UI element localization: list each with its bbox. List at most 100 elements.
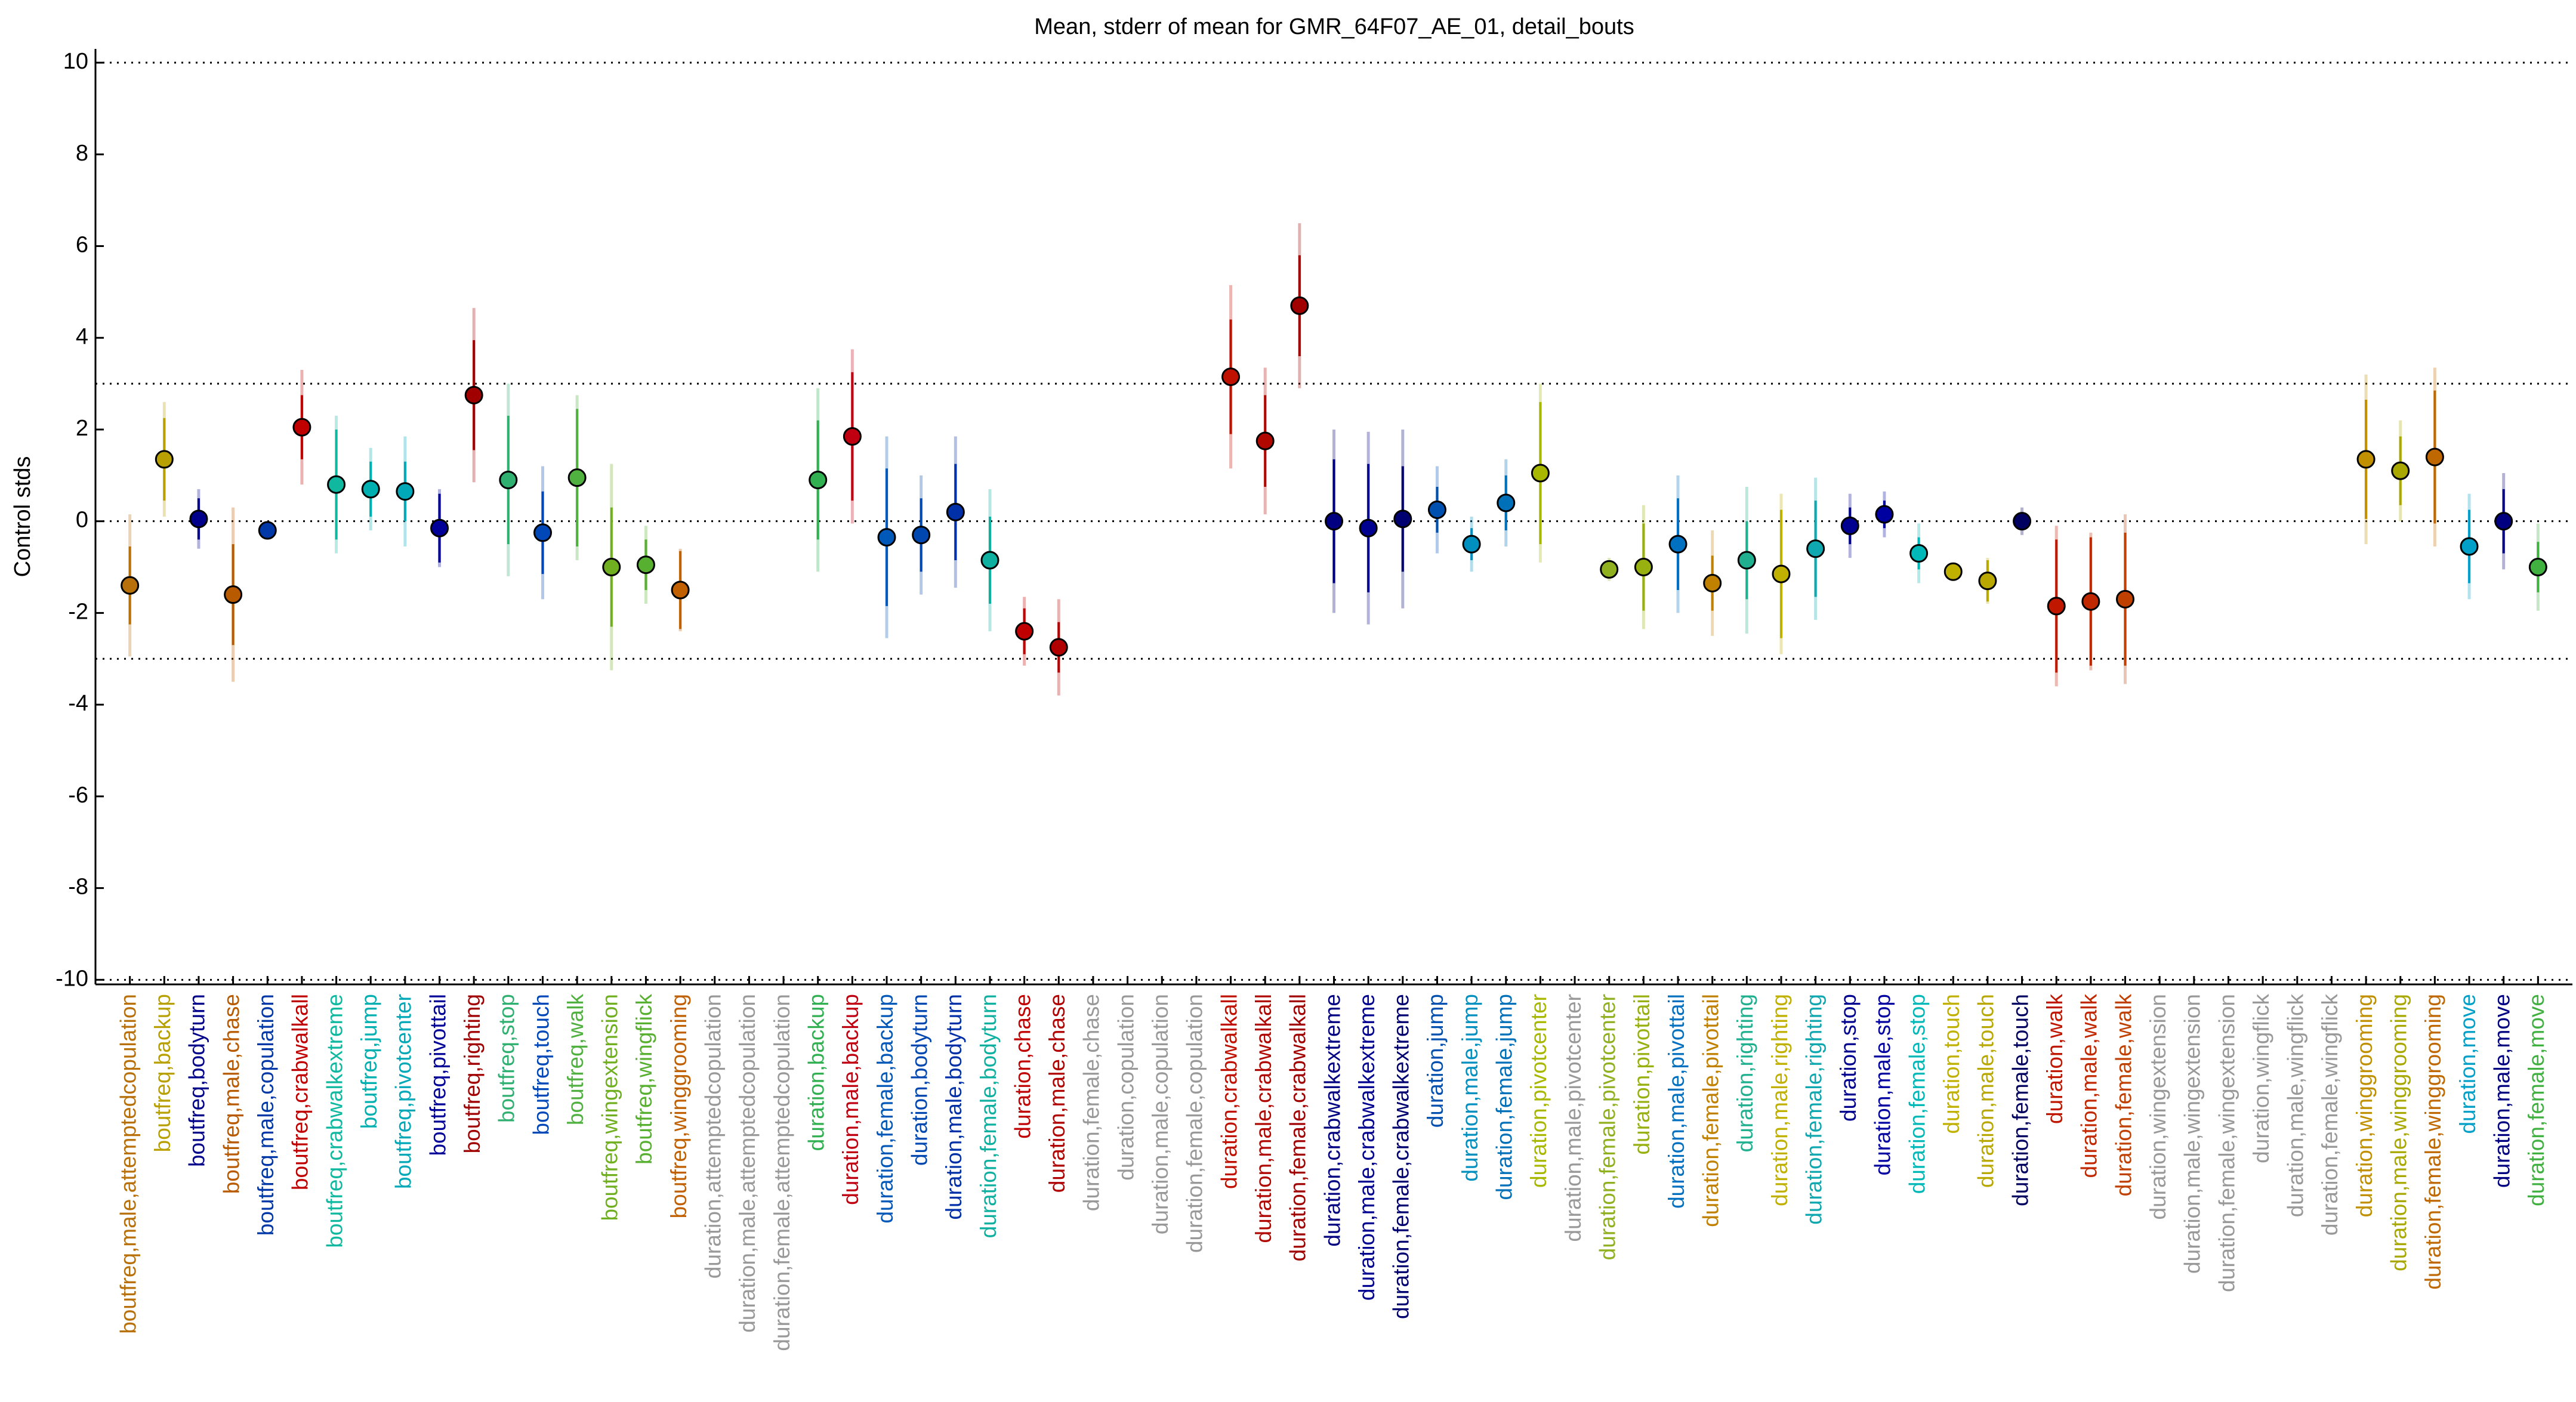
x-tick-label: duration,female,jump — [1492, 994, 1517, 1200]
x-tick-label: duration,male,jump — [1458, 994, 1482, 1182]
x-tick-label: duration,female,walk — [2111, 994, 2136, 1197]
x-tick-label: duration,female,pivottail — [1698, 994, 1723, 1227]
mean-marker — [327, 475, 346, 494]
mean-marker — [1049, 638, 1068, 657]
mean-marker — [1497, 493, 1516, 512]
mean-marker — [1943, 562, 1963, 581]
y-tick-label: -4 — [68, 691, 88, 716]
y-tick-label: -8 — [68, 875, 88, 900]
mean-marker — [1255, 431, 1275, 450]
mean-marker — [1290, 296, 1309, 315]
x-tick-label: boutfreq,stop — [495, 994, 519, 1123]
mean-marker — [189, 509, 208, 529]
mean-marker — [809, 471, 828, 490]
y-tick-label: -2 — [68, 599, 88, 624]
x-tick-label: boutfreq,male,attemptedcopulation — [116, 994, 140, 1334]
x-tick-label: duration,female,copulation — [1183, 994, 1207, 1253]
mean-marker — [1703, 573, 1722, 592]
x-tick-label: duration,jump — [1423, 994, 1448, 1128]
mean-marker — [843, 427, 862, 446]
x-tick-label: duration,touch — [1939, 994, 1964, 1134]
x-tick-label: duration,male,walk — [2077, 994, 2102, 1178]
mean-marker — [1531, 464, 1550, 483]
x-tick-label: duration,male,chase — [1045, 994, 1069, 1193]
chart-title: Mean, stderr of mean for GMR_64F07_AE_01… — [1034, 14, 1634, 39]
mean-marker — [361, 480, 380, 499]
x-tick-label: duration,male,pivotcenter — [1561, 994, 1585, 1242]
x-tick-label: boutfreq,male,copulation — [254, 994, 278, 1236]
x-tick-label: duration,crabwalkextreme — [1320, 994, 1344, 1247]
y-tick-label: -10 — [55, 966, 88, 991]
x-tick-label: duration,male,pivottail — [1664, 994, 1689, 1209]
y-tick-label: 6 — [76, 233, 88, 258]
mean-marker — [946, 502, 965, 521]
y-tick-label: 4 — [76, 324, 88, 349]
mean-marker — [877, 528, 896, 547]
x-tick-label: duration,male,copulation — [1148, 994, 1173, 1234]
x-tick-label: duration,female,bodyturn — [976, 994, 1001, 1238]
mean-marker — [1737, 551, 1756, 570]
mean-marker — [2356, 450, 2376, 469]
x-tick-label: duration,male,touch — [1974, 994, 1998, 1188]
mean-marker — [464, 385, 483, 404]
x-tick-label: duration,attemptedcopulation — [701, 994, 726, 1279]
x-tick-label: duration,female,crabwalkextreme — [1389, 994, 1414, 1319]
x-tick-label: duration,female,pivotcenter — [1596, 994, 1620, 1260]
y-tick-label: 0 — [76, 508, 88, 533]
x-tick-label: duration,crabwalkall — [1217, 994, 1241, 1189]
mean-marker — [1600, 560, 1619, 579]
x-tick-label: duration,male,wingflick — [2284, 994, 2308, 1218]
x-tick-label: duration,female,attemptedcopulation — [770, 994, 794, 1351]
mean-marker — [671, 580, 690, 600]
x-tick-label: duration,female,wingextension — [2214, 994, 2239, 1292]
mean-marker — [2391, 461, 2410, 480]
x-tick-label: duration,male,bodyturn — [942, 994, 966, 1219]
x-tick-label: boutfreq,winggrooming — [667, 994, 691, 1218]
mean-marker — [2425, 447, 2444, 467]
mean-marker — [980, 551, 999, 570]
x-tick-label: boutfreq,jump — [357, 994, 381, 1129]
mean-marker — [155, 450, 174, 469]
y-tick-label: 10 — [63, 49, 88, 74]
x-tick-label: duration,copulation — [1113, 994, 1138, 1181]
x-tick-label: duration,male,stop — [1871, 994, 1895, 1175]
mean-marker — [1427, 500, 1446, 519]
x-tick-label: duration,female,backup — [873, 994, 897, 1224]
mean-marker — [912, 526, 931, 545]
mean-marker — [1772, 564, 1791, 583]
mean-marker — [1978, 572, 1997, 591]
mean-marker — [2494, 512, 2513, 531]
mean-marker — [1221, 368, 1241, 387]
mean-marker — [1909, 543, 1929, 563]
x-tick-label: duration,wingflick — [2249, 994, 2273, 1163]
x-tick-label: boutfreq,touch — [529, 994, 553, 1135]
x-tick-label: duration,male,crabwalkextreme — [1355, 994, 1379, 1301]
x-tick-label: boutfreq,pivottail — [425, 994, 450, 1156]
x-tick-label: duration,righting — [1733, 994, 1757, 1152]
x-tick-label: duration,female,winggrooming — [2421, 994, 2445, 1290]
mean-marker — [1015, 622, 1034, 641]
x-tick-label: boutfreq,wingflick — [632, 994, 656, 1165]
mean-marker — [292, 418, 311, 437]
x-tick-label: duration,pivottail — [1630, 994, 1654, 1154]
x-tick-label: duration,walk — [2043, 994, 2067, 1125]
x-tick-label: duration,bodyturn — [907, 994, 931, 1166]
x-tick-label: duration,male,move — [2489, 994, 2514, 1188]
x-tick-label: boutfreq,pivotcenter — [391, 994, 416, 1189]
x-tick-label: duration,female,stop — [1905, 994, 1929, 1194]
x-tick-label: boutfreq,walk — [563, 994, 588, 1126]
mean-marker — [499, 471, 518, 490]
mean-marker — [1875, 505, 1894, 524]
y-axis-label: Control stds — [10, 456, 35, 578]
x-tick-label: duration,stop — [1836, 994, 1861, 1122]
mean-marker — [1325, 512, 1343, 531]
mean-marker — [1806, 539, 1825, 558]
mean-marker — [2460, 537, 2479, 556]
mean-marker — [396, 482, 415, 501]
mean-marker — [2047, 597, 2066, 616]
mean-marker — [258, 521, 277, 540]
x-tick-label: duration,pivotcenter — [1526, 994, 1551, 1188]
x-tick-label: boutfreq,wingextension — [598, 994, 622, 1221]
x-tick-label: duration,male,winggrooming — [2387, 994, 2411, 1271]
mean-marker — [1840, 516, 1859, 535]
